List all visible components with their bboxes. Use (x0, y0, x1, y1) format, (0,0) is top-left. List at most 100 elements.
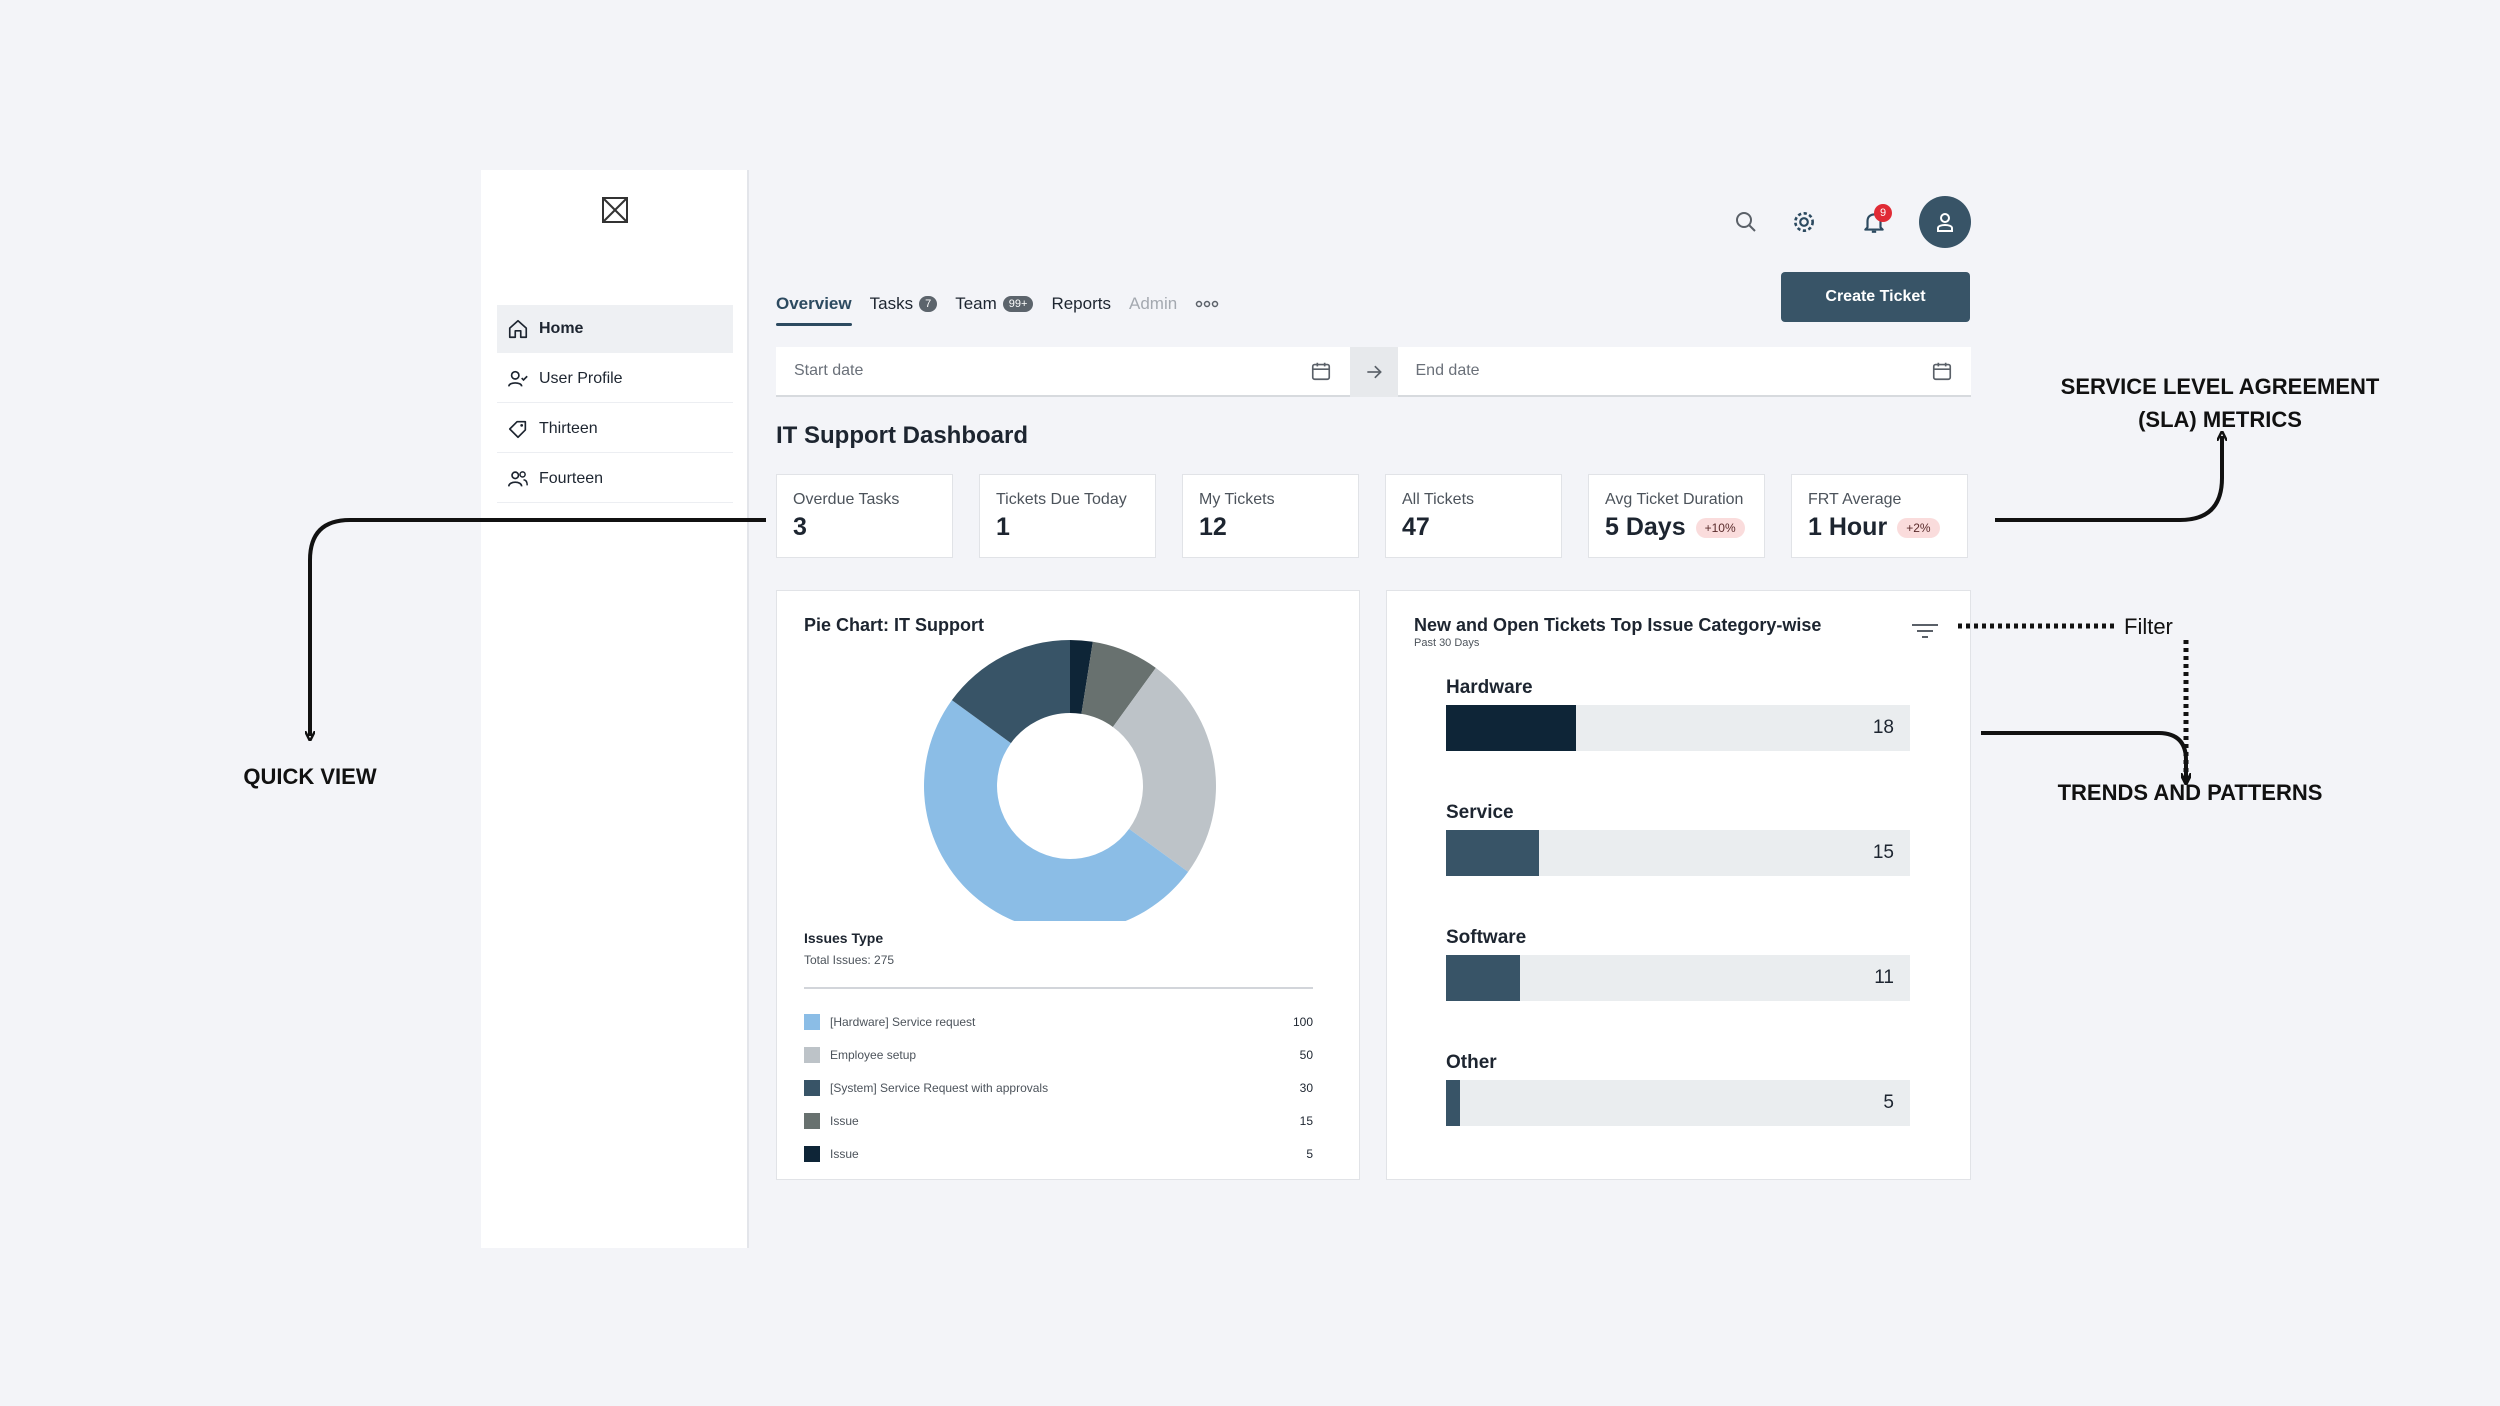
bar-group-hardware[interactable]: Hardware 18 (1446, 677, 1910, 751)
tab-count-badge: 99+ (1002, 296, 1034, 312)
arrow-right-icon (1366, 365, 1382, 379)
tab-admin[interactable]: Admin (1129, 284, 1177, 324)
kpi-label: Overdue Tasks (793, 491, 900, 508)
kpi-value: 3 (793, 513, 807, 541)
bar-fill (1446, 705, 1576, 751)
legend-title: Issues Type (804, 930, 884, 946)
filter-icon[interactable] (1910, 619, 1940, 643)
tab-label: Tasks (869, 294, 914, 313)
date-range-arrow (1349, 347, 1398, 397)
image-placeholder-icon[interactable] (601, 196, 629, 224)
legend-item: Issue 5 (804, 1137, 1313, 1170)
legend-value: 50 (1299, 1047, 1313, 1062)
legend-swatch (804, 1145, 820, 1162)
tab-tasks[interactable]: Tasks 7 (870, 284, 938, 324)
bar-value: 5 (1883, 1092, 1894, 1113)
sidebar-item-home[interactable]: Home (497, 305, 733, 353)
bar-fill (1446, 830, 1539, 876)
tab-overview[interactable]: Overview (776, 284, 852, 326)
quick-view-arrow (310, 518, 766, 736)
end-date-field[interactable]: End date (1397, 347, 1971, 397)
kpi-label: FRT Average (1808, 491, 1902, 508)
legend-value: 5 (1306, 1146, 1313, 1161)
create-ticket-button[interactable]: Create Ticket (1781, 272, 1970, 322)
legend-swatch (804, 1112, 820, 1129)
sla-arrow (1995, 436, 2222, 522)
bar-track: 11 (1446, 955, 1910, 1001)
legend-item: Issue 15 (804, 1104, 1313, 1137)
sidebar-item-fourteen[interactable]: Fourteen (497, 455, 733, 503)
filter-label: Filter (2124, 614, 2173, 639)
legend-value: 30 (1299, 1080, 1313, 1095)
kpi-card-tickets-due-today[interactable]: Tickets Due Today 1 (979, 474, 1156, 558)
bar-value: 15 (1872, 842, 1894, 863)
pie-legend: [Hardware] Service request 100 Employee se… (804, 1005, 1313, 1170)
kpi-label: Avg Ticket Duration (1605, 491, 1744, 508)
trends-arrow (1981, 731, 2186, 780)
kpi-row: Overdue Tasks 3 Tickets Due Today 1 My Tic… (776, 474, 1968, 558)
bar-track: 18 (1446, 705, 1910, 751)
bar-track: 15 (1446, 830, 1910, 876)
bar-group-other[interactable]: Other 5 (1446, 1052, 1910, 1126)
bar-group-service[interactable]: Service 15 (1446, 802, 1910, 876)
legend-label: [System] Service Request with approvals (830, 1080, 1049, 1095)
notifications-button[interactable]: 9 (1848, 196, 1900, 248)
bar-label: Hardware (1446, 677, 1533, 698)
kpi-delta-badge: +2% (1897, 517, 1940, 538)
pie-slice[interactable] (1112, 667, 1216, 872)
bar-label: Other (1446, 1052, 1497, 1073)
user-check-icon (508, 370, 528, 387)
legend-label: Issue (830, 1113, 859, 1128)
kpi-value: 1 (996, 513, 1010, 541)
tab-bar: Overview Tasks 7 Team 99+ Reports Admin (776, 284, 1237, 326)
trends-label: TRENDS AND PATTERNS (2057, 780, 2323, 805)
legend-swatch (804, 1079, 820, 1096)
bar-label: Service (1446, 802, 1514, 823)
kpi-label: All Tickets (1402, 491, 1475, 508)
kpi-card-overdue-tasks[interactable]: Overdue Tasks 3 (776, 474, 953, 558)
sidebar-item-label: User Profile (539, 369, 623, 387)
users-icon (508, 470, 528, 487)
kpi-card-all-tickets[interactable]: All Tickets 47 (1385, 474, 1562, 558)
kpi-label: Tickets Due Today (996, 491, 1127, 508)
pie-slice[interactable] (1081, 641, 1156, 727)
settings-button[interactable] (1778, 196, 1830, 248)
kpi-delta-badge: +10% (1695, 517, 1745, 538)
end-date-placeholder: End date (1415, 362, 1480, 379)
search-button[interactable] (1720, 196, 1772, 248)
legend-item: Employee setup 50 (804, 1038, 1313, 1071)
more-tabs-button[interactable] (1195, 284, 1219, 324)
bar-label: Software (1446, 927, 1527, 948)
tab-label: Overview (776, 294, 852, 313)
tab-label: Team (955, 294, 997, 313)
pie-slice[interactable] (924, 700, 1189, 921)
kpi-value: 47 (1402, 513, 1430, 541)
tab-team[interactable]: Team 99+ (955, 284, 1034, 324)
pie-chart-title: Pie Chart: IT Support (804, 615, 984, 635)
bar-fill (1446, 1080, 1460, 1126)
quick-view-label: QUICK VIEW (243, 764, 377, 789)
kpi-card-avg-ticket-duration[interactable]: Avg Ticket Duration 5 Days +10% (1588, 474, 1765, 558)
notification-badge: 9 (1874, 204, 1892, 222)
legend-total: Total Issues: 275 (804, 953, 895, 967)
start-date-field[interactable]: Start date (776, 347, 1350, 397)
pie-slice[interactable] (951, 640, 1070, 744)
kpi-card-frt-average[interactable]: FRT Average 1 Hour +2% (1791, 474, 1968, 558)
kpi-card-my-tickets[interactable]: My Tickets 12 (1182, 474, 1359, 558)
calendar-icon[interactable] (1310, 360, 1332, 382)
sidebar-item-thirteen[interactable]: Thirteen (497, 405, 733, 453)
legend-label: Issue (830, 1146, 859, 1161)
sidebar-item-user-profile[interactable]: User Profile (497, 355, 733, 403)
tag-icon (508, 420, 527, 438)
avatar[interactable] (1919, 196, 1971, 248)
tab-reports[interactable]: Reports (1051, 284, 1111, 324)
bar-group-software[interactable]: Software 11 (1446, 927, 1910, 1001)
start-date-placeholder: Start date (794, 362, 864, 379)
bar-value: 11 (1874, 967, 1894, 988)
tab-count-badge: 7 (919, 296, 938, 312)
calendar-icon[interactable] (1931, 360, 1953, 382)
sidebar-item-label: Fourteen (539, 469, 604, 487)
search-icon (1736, 212, 1756, 232)
pie-slice[interactable] (1070, 640, 1093, 714)
